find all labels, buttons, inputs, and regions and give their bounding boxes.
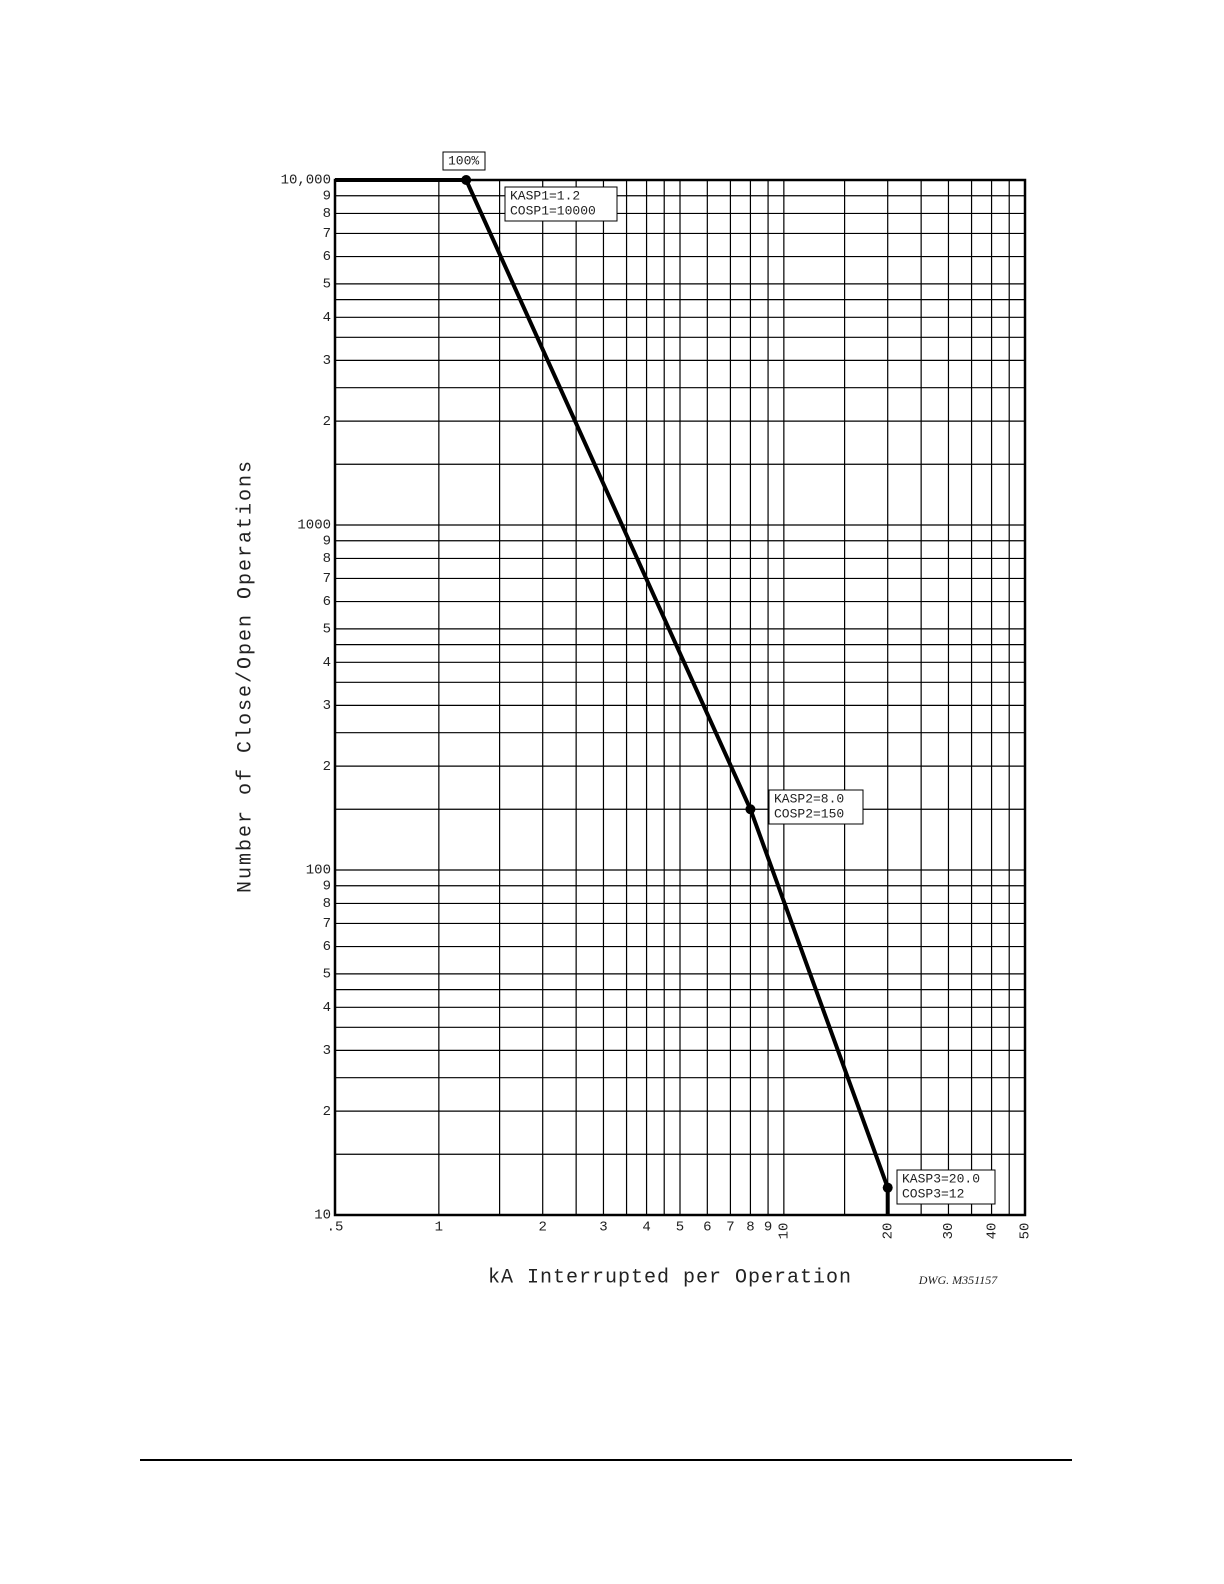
y-tick-label: 10 (314, 1208, 331, 1224)
x-tick-label: 6 (703, 1220, 711, 1236)
y-tick-label: 7 (323, 571, 331, 587)
x-tick-label: .5 (327, 1220, 344, 1236)
x-tick-label: 9 (764, 1220, 772, 1236)
x-tick-label: 2 (539, 1220, 547, 1236)
x-axis-label: kA Interrupted per Operation (488, 1266, 852, 1289)
annotation-box (896, 1169, 996, 1205)
x-tick-label: 4 (642, 1220, 650, 1236)
y-tick-label: 2 (323, 414, 331, 430)
point (745, 804, 756, 815)
y-tick-label: 2 (323, 759, 331, 775)
point (461, 175, 472, 185)
x-tick-label: 5 (676, 1220, 684, 1236)
y-tick-label: 100 (306, 863, 331, 879)
y-tick-label: 3 (323, 353, 331, 369)
annotation: 100% (442, 151, 486, 171)
annotation-text: 100% (448, 153, 479, 168)
y-tick-label: 7 (323, 226, 331, 242)
point (882, 1182, 893, 1193)
y-tick-label: 6 (323, 594, 331, 610)
annotation-text: COSP1=10000 (510, 203, 596, 218)
x-tick-label: 20 (880, 1223, 896, 1240)
y-tick-label: 8 (323, 206, 331, 222)
annotation-box (504, 186, 618, 222)
annotation-box (442, 151, 486, 171)
annotation-text: COSP2=150 (774, 806, 844, 821)
x-tick-label: 30 (941, 1223, 957, 1240)
drawing-number: DWG. M351157 (918, 1273, 998, 1287)
y-tick-label: 1000 (297, 518, 331, 534)
x-tick-label: 40 (984, 1223, 1000, 1240)
y-tick-label: 9 (323, 188, 331, 204)
y-tick-label: 6 (323, 249, 331, 265)
annotation-text: KASP2=8.0 (774, 791, 844, 806)
y-tick-label: 2 (323, 1104, 331, 1120)
y-tick-label: 9 (323, 533, 331, 549)
annotation-text: KASP1=1.2 (510, 188, 580, 203)
y-tick-label: 8 (323, 896, 331, 912)
y-tick-label: 8 (323, 551, 331, 567)
y-tick-label: 9 (323, 878, 331, 894)
x-tick-label: 3 (599, 1220, 607, 1236)
curve (335, 178, 890, 1215)
y-axis-label: Number of Close/Open Operations (234, 459, 257, 893)
x-tick-label: 1 (435, 1220, 443, 1236)
annotation-text: COSP3=12 (902, 1186, 964, 1201)
y-tick-label: 3 (323, 698, 331, 714)
y-tick-label: 4 (323, 655, 331, 671)
x-tick-label: 10 (777, 1223, 793, 1240)
y-tick-label: 3 (323, 1043, 331, 1059)
y-tick-label: 5 (323, 622, 331, 638)
y-tick-label: 10,000 (281, 173, 331, 189)
annotation-box (768, 789, 864, 825)
y-tick-label: 4 (323, 310, 331, 326)
y-tick-label: 4 (323, 1000, 331, 1016)
y-tick-label: 7 (323, 916, 331, 932)
y-tick-label: 5 (323, 277, 331, 293)
y-tick-label: 6 (323, 939, 331, 955)
x-tick-label: 50 (1018, 1223, 1034, 1240)
x-tick-label: 8 (746, 1220, 754, 1236)
plot-frame (333, 178, 1027, 1217)
x-tick-label: 7 (726, 1220, 734, 1236)
annotation-text: KASP3=20.0 (902, 1171, 980, 1186)
y-tick-label: 5 (323, 967, 331, 983)
